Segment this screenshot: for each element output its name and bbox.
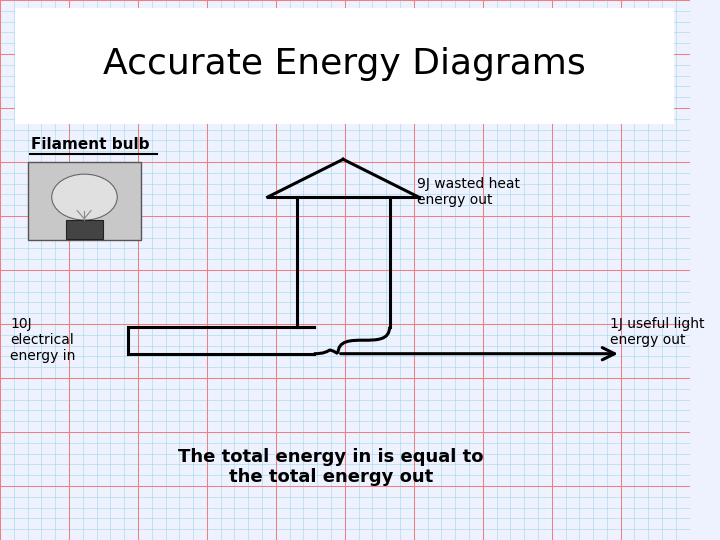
Text: 9J wasted heat
energy out: 9J wasted heat energy out bbox=[418, 177, 521, 207]
Bar bbox=[15, 8, 675, 124]
Text: Accurate Energy Diagrams: Accurate Energy Diagrams bbox=[104, 47, 586, 80]
Text: The total energy in is equal to
the total energy out: The total energy in is equal to the tota… bbox=[179, 448, 484, 487]
Text: 10J
electrical
energy in: 10J electrical energy in bbox=[10, 317, 76, 363]
Text: 1J useful light
energy out: 1J useful light energy out bbox=[611, 317, 705, 347]
Text: Filament bulb: Filament bulb bbox=[31, 137, 150, 152]
Bar bbox=[27, 162, 141, 240]
Ellipse shape bbox=[52, 174, 117, 220]
Bar bbox=[66, 220, 104, 239]
